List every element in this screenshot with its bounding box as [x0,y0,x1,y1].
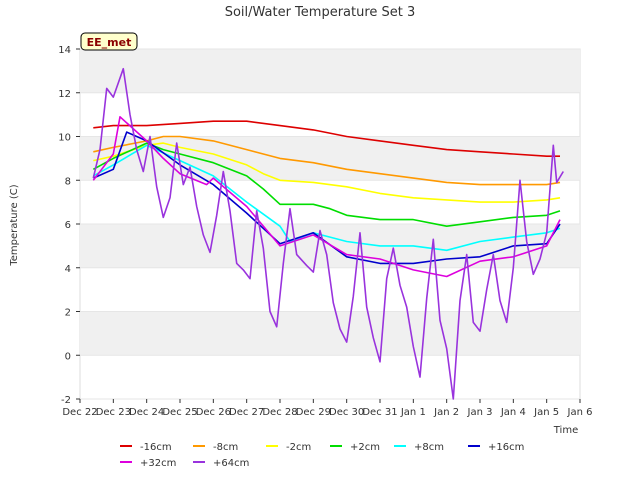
legend-item: +32cm [120,458,176,469]
legend-item: -8cm [193,442,238,453]
y-axis-ticks: -2 0 2 4 6 8 10 12 14 [58,45,80,406]
legend-item: +64cm [193,458,249,469]
legend-item: -2cm [266,442,311,453]
y-tick-label: 0 [65,351,71,362]
x-tick-label: Dec 22 [62,407,97,418]
chart-title: Soil/Water Temperature Set 3 [225,5,416,20]
y-tick-label: 4 [65,264,71,275]
x-tick-label: Dec 24 [129,407,164,418]
legend-item: -16cm [120,442,172,453]
x-tick-label: Dec 25 [162,407,197,418]
grid-band [80,311,580,356]
x-tick-label: Dec 30 [329,407,364,418]
x-tick-label: Dec 23 [96,407,131,418]
y-tick-label: -2 [61,395,71,406]
x-tick-label: Jan 2 [433,407,459,418]
legend: -16cm -8cm -2cm +2cm +8cm +16cm +32cm +64cm [120,442,524,469]
series-line-64cm [92,67,564,400]
x-tick-label: Dec 31 [362,407,397,418]
legend-label: -2cm [286,442,311,453]
y-tick-label: 10 [58,133,71,144]
series-line-2cm [93,142,561,203]
legend-item: +8cm [394,442,444,453]
x-axis-label: Time [553,425,578,436]
grid-bands [80,48,580,400]
x-tick-label: Dec 26 [196,407,231,418]
badge-label: EE_met [87,36,132,49]
station-badge: EE_met [80,32,138,51]
series-line-8cm [93,135,561,186]
x-tick-label: Jan 4 [500,407,526,418]
y-tick-label: 6 [65,220,71,231]
grid-band [80,224,580,268]
y-tick-label: 14 [58,45,71,56]
x-tick-label: Dec 27 [229,407,264,418]
badge-box [80,32,138,51]
legend-label: +8cm [414,442,444,453]
x-tick-label: Dec 29 [296,407,331,418]
legend-item: +16cm [468,442,524,453]
x-tick-label: Dec 28 [262,407,297,418]
legend-label: +2cm [350,442,380,453]
legend-item: +2cm [330,442,380,453]
y-tick-label: 12 [58,89,71,100]
legend-label: -16cm [140,442,172,453]
y-axis-label: Temperature (C) [9,184,20,266]
y-tick-label: 2 [65,308,71,319]
legend-label: +16cm [488,442,524,453]
series-line-2cm [92,142,561,227]
series-line-16cm [92,131,561,265]
x-tick-label: Jan 1 [400,407,426,418]
x-tick-label: Jan 5 [533,407,559,418]
x-tick-label: Jan 3 [467,407,493,418]
x-tick-label: Jan 6 [567,407,593,418]
legend-label: +32cm [140,458,176,469]
grid-band [80,49,580,93]
series-line-32cm [92,116,561,278]
y-tick-label: 8 [65,176,71,187]
legend-label: -8cm [213,442,238,453]
series-lines [92,67,564,400]
series-line-16cm [93,120,560,157]
legend-label: +64cm [213,458,249,469]
